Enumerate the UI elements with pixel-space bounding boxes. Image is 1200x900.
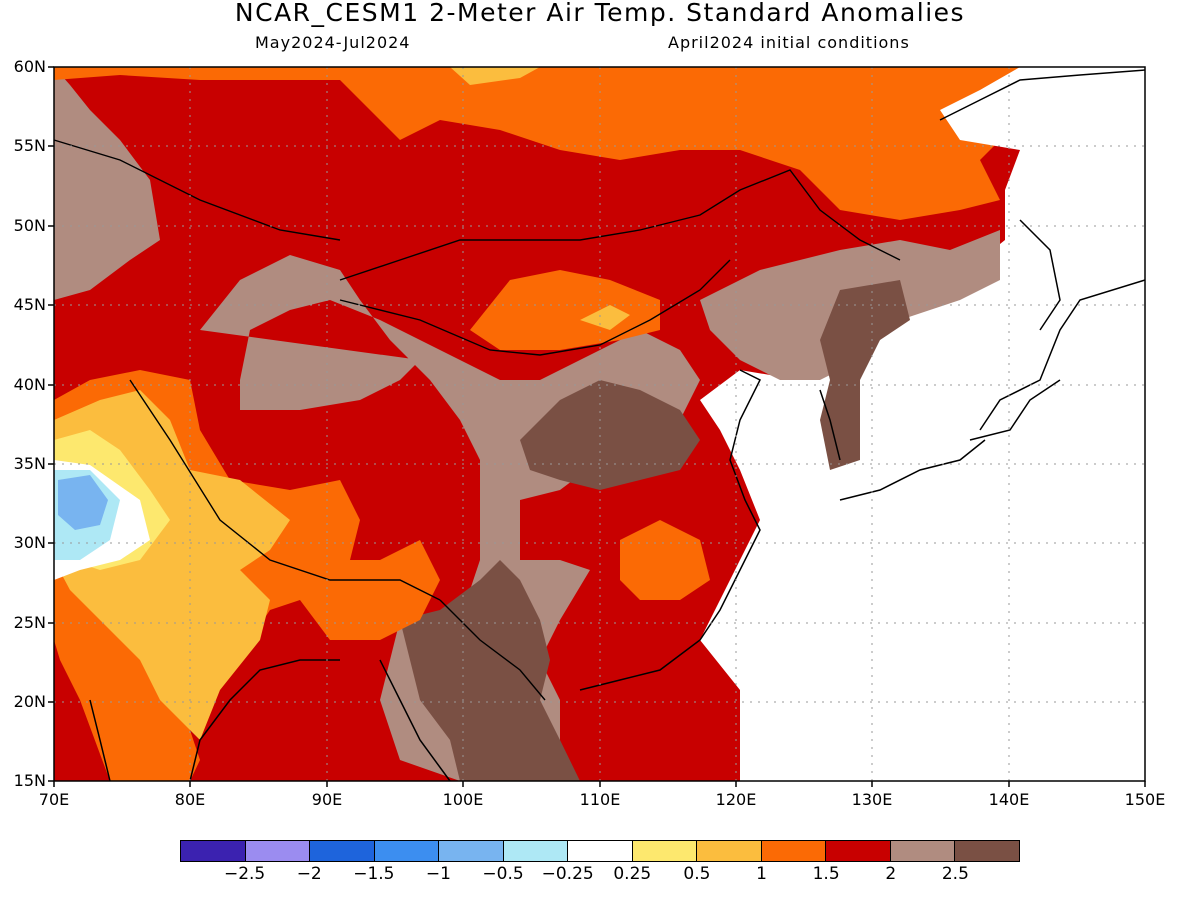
colorbar-label: 1 xyxy=(756,864,767,884)
lon-label: 80E xyxy=(174,790,206,809)
lat-label: 40N xyxy=(13,375,46,394)
colorbar-swatch xyxy=(568,841,633,861)
colorbar-label: 2 xyxy=(885,864,897,884)
field-yellow-north xyxy=(450,67,540,85)
colorbar-swatch xyxy=(310,841,375,861)
colorbar-swatch xyxy=(761,841,827,861)
colorbar-label: 2.5 xyxy=(941,864,969,884)
field-brown-west xyxy=(54,67,160,300)
colorbar-swatch xyxy=(697,841,762,861)
field-orange-southchina xyxy=(620,520,710,600)
field-white-east xyxy=(700,67,1145,781)
field-darkbrown-china xyxy=(520,380,700,490)
lat-label: 15N xyxy=(13,771,46,790)
lat-label: 55N xyxy=(13,136,46,155)
colorbar-swatch xyxy=(245,841,311,861)
axis-ticks xyxy=(48,66,1146,787)
lat-label: 30N xyxy=(13,533,46,552)
field-brown-central xyxy=(200,255,700,781)
colorbar-label: 0.25 xyxy=(613,864,652,884)
colorbar-swatch xyxy=(503,841,569,861)
lon-label: 120E xyxy=(715,790,757,809)
colorbar xyxy=(180,840,1020,862)
anomaly-fields xyxy=(54,67,1145,781)
coastlines xyxy=(89,69,1146,782)
colorbar-swatch xyxy=(439,841,504,861)
grid-lines xyxy=(54,67,1145,781)
lat-label: 50N xyxy=(13,216,46,235)
colorbar-swatch xyxy=(826,841,891,861)
field-darkbrown-korea xyxy=(820,280,910,470)
field-darkbrown-indochina xyxy=(400,560,580,781)
colorbar-swatch xyxy=(632,841,698,861)
lat-label: 25N xyxy=(13,613,46,632)
field-orange-north xyxy=(54,67,1020,220)
lon-label: 90E xyxy=(311,790,343,809)
field-yellow-mongolia xyxy=(580,305,630,330)
forecast-period: May2024-Jul2024 xyxy=(255,33,411,52)
lon-label: 70E xyxy=(38,790,70,809)
colorbar-swatch xyxy=(890,841,956,861)
country-borders xyxy=(53,139,901,701)
initial-conditions: April2024 initial conditions xyxy=(668,33,910,52)
colorbar-label: 1.5 xyxy=(812,864,840,884)
lon-label: 140E xyxy=(988,790,1030,809)
colorbar-swatch xyxy=(374,841,440,861)
lat-label: 20N xyxy=(13,692,46,711)
lon-label: 110E xyxy=(579,790,621,809)
lat-label: 35N xyxy=(13,454,46,473)
lat-label: 60N xyxy=(13,57,46,76)
lon-label: 150E xyxy=(1124,790,1166,809)
field-blue xyxy=(58,475,108,530)
lat-label: 45N xyxy=(13,295,46,314)
colorbar-label: −1 xyxy=(425,864,451,884)
colorbar-label: −0.5 xyxy=(482,864,524,884)
colorbar-swatch xyxy=(181,841,246,861)
lon-label: 130E xyxy=(851,790,893,809)
colorbar-label: −2.5 xyxy=(223,864,266,884)
colorbar-label: −2 xyxy=(296,864,322,884)
lon-label: 100E xyxy=(442,790,484,809)
colorbar-swatch xyxy=(955,841,1019,861)
field-orange-mongolia xyxy=(470,270,660,350)
colorbar-label: 0.5 xyxy=(683,864,711,884)
colorbar-label: −0.25 xyxy=(541,864,594,884)
map-title: NCAR_CESM1 2-Meter Air Temp. Standard An… xyxy=(234,0,966,27)
colorbar-label: −1.5 xyxy=(353,864,395,884)
